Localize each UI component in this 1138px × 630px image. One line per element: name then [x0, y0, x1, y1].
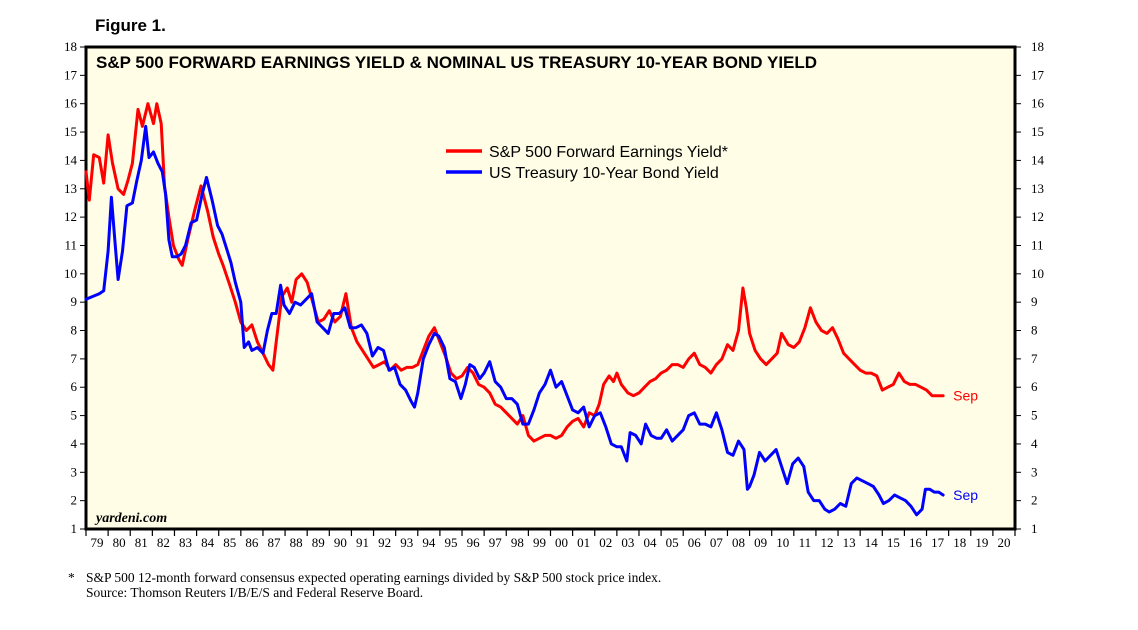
- x-tick-label-07: 07: [710, 535, 724, 550]
- y-tick-label-right-3: 3: [1031, 464, 1038, 479]
- x-tick-label-18: 18: [953, 535, 966, 550]
- x-tick-label-86: 86: [245, 535, 259, 550]
- x-tick-label-80: 80: [113, 535, 126, 550]
- series-line-sp500: [84, 102, 945, 443]
- series-end-label-sp500: Sep: [953, 388, 978, 404]
- y-tick-label-left-16: 16: [64, 96, 78, 111]
- x-tick-label-11: 11: [799, 535, 812, 550]
- y-tick-label-left-9: 9: [71, 294, 78, 309]
- y-tick-label-left-10: 10: [64, 266, 77, 281]
- figure-label: Figure 1.: [95, 16, 166, 35]
- x-tick-label-08: 08: [732, 535, 745, 550]
- x-tick-label-14: 14: [865, 535, 879, 550]
- y-tick-label-right-6: 6: [1031, 379, 1038, 394]
- y-tick-label-right-8: 8: [1031, 323, 1038, 338]
- x-tick-label-90: 90: [334, 535, 347, 550]
- y-tick-label-left-1: 1: [71, 521, 78, 536]
- x-tick-label-02: 02: [599, 535, 612, 550]
- legend-label-treasury: US Treasury 10-Year Bond Yield: [489, 165, 719, 182]
- y-tick-label-left-2: 2: [71, 493, 78, 508]
- footnote: * S&P 500 12-month forward consensus exp…: [68, 570, 661, 600]
- x-tick-label-12: 12: [820, 535, 833, 550]
- x-tick-label-83: 83: [179, 535, 192, 550]
- series-end-label-treasury: Sep: [953, 487, 978, 503]
- y-tick-label-right-7: 7: [1031, 351, 1038, 366]
- y-tick-label-left-13: 13: [64, 181, 77, 196]
- x-tick-label-81: 81: [135, 535, 148, 550]
- y-tick-label-left-12: 12: [64, 209, 77, 224]
- legend-label-sp500: S&P 500 Forward Earnings Yield*: [489, 144, 728, 161]
- legend: S&P 500 Forward Earnings Yield* US Treas…: [446, 144, 728, 182]
- y-tick-label-left-3: 3: [71, 464, 78, 479]
- x-tick-label-89: 89: [312, 535, 325, 550]
- y-tick-label-right-17: 17: [1031, 67, 1045, 82]
- x-tick-label-10: 10: [776, 535, 789, 550]
- x-tick-label-05: 05: [666, 535, 679, 550]
- x-tick-label-85: 85: [223, 535, 236, 550]
- y-tick-label-right-15: 15: [1031, 124, 1044, 139]
- x-tick-label-94: 94: [422, 535, 436, 550]
- x-tick-label-19: 19: [975, 535, 988, 550]
- y-tick-label-left-8: 8: [71, 323, 78, 338]
- x-tick-label-09: 09: [754, 535, 767, 550]
- x-tick-label-06: 06: [688, 535, 702, 550]
- x-tick-label-99: 99: [533, 535, 546, 550]
- x-tick-label-93: 93: [400, 535, 413, 550]
- y-tick-label-left-15: 15: [64, 124, 77, 139]
- y-tick-label-right-11: 11: [1031, 237, 1044, 252]
- footnote-marker: *: [68, 570, 75, 585]
- y-tick-label-right-14: 14: [1031, 152, 1045, 167]
- x-tick-label-96: 96: [467, 535, 481, 550]
- y-tick-label-right-18: 18: [1031, 39, 1044, 54]
- y-tick-label-right-2: 2: [1031, 493, 1038, 508]
- x-tick-label-20: 20: [997, 535, 1010, 550]
- x-tick-label-79: 79: [91, 535, 104, 550]
- watermark: yardeni.com: [94, 511, 167, 526]
- y-tick-label-right-9: 9: [1031, 294, 1038, 309]
- y-tick-label-left-11: 11: [64, 237, 77, 252]
- x-tick-label-16: 16: [909, 535, 923, 550]
- x-tick-label-97: 97: [489, 535, 503, 550]
- footnote-line-2: Source: Thomson Reuters I/B/E/S and Fede…: [86, 585, 423, 600]
- y-tick-label-right-4: 4: [1031, 436, 1038, 451]
- x-tick-label-95: 95: [444, 535, 457, 550]
- x-tick-label-84: 84: [201, 535, 215, 550]
- y-tick-label-right-16: 16: [1031, 96, 1045, 111]
- x-axis: 79 80 81 82 83 84 85 86 87 88 89 90 91 92 93 94 95 96 97 98…: [85, 529, 1016, 550]
- x-tick-label-91: 91: [356, 535, 369, 550]
- x-tick-label-13: 13: [843, 535, 856, 550]
- x-tick-label-88: 88: [290, 535, 303, 550]
- x-tick-label-03: 03: [621, 535, 634, 550]
- y-tick-label-left-6: 6: [71, 379, 78, 394]
- plot-area: S&P 500 FORWARD EARNINGS YIELD & NOMINAL…: [64, 39, 1045, 550]
- chart-title: S&P 500 FORWARD EARNINGS YIELD & NOMINAL…: [96, 53, 817, 72]
- x-tick-label-98: 98: [511, 535, 524, 550]
- x-tick-label-00: 00: [555, 535, 568, 550]
- y-tick-label-right-5: 5: [1031, 408, 1038, 423]
- y-tick-label-right-10: 10: [1031, 266, 1044, 281]
- series-line-treasury: [84, 124, 945, 517]
- y-tick-label-left-4: 4: [71, 436, 78, 451]
- y-tick-label-right-1: 1: [1031, 521, 1038, 536]
- y-tick-label-left-14: 14: [64, 152, 78, 167]
- x-tick-label-17: 17: [931, 535, 945, 550]
- y-tick-label-left-5: 5: [71, 408, 78, 423]
- plot-background: [84, 45, 1017, 531]
- x-tick-label-92: 92: [378, 535, 391, 550]
- y-tick-label-left-7: 7: [71, 351, 78, 366]
- y-tick-label-left-18: 18: [64, 39, 77, 54]
- x-tick-label-01: 01: [577, 535, 590, 550]
- x-tick-label-04: 04: [644, 535, 658, 550]
- y-tick-label-left-17: 17: [64, 67, 78, 82]
- y-tick-label-right-12: 12: [1031, 209, 1044, 224]
- footnote-line-1: S&P 500 12-month forward consensus expec…: [86, 570, 661, 585]
- x-tick-label-87: 87: [268, 535, 282, 550]
- y-tick-label-right-13: 13: [1031, 181, 1044, 196]
- x-tick-label-15: 15: [887, 535, 900, 550]
- x-tick-label-82: 82: [157, 535, 170, 550]
- series-group: Sep Sep: [84, 102, 978, 517]
